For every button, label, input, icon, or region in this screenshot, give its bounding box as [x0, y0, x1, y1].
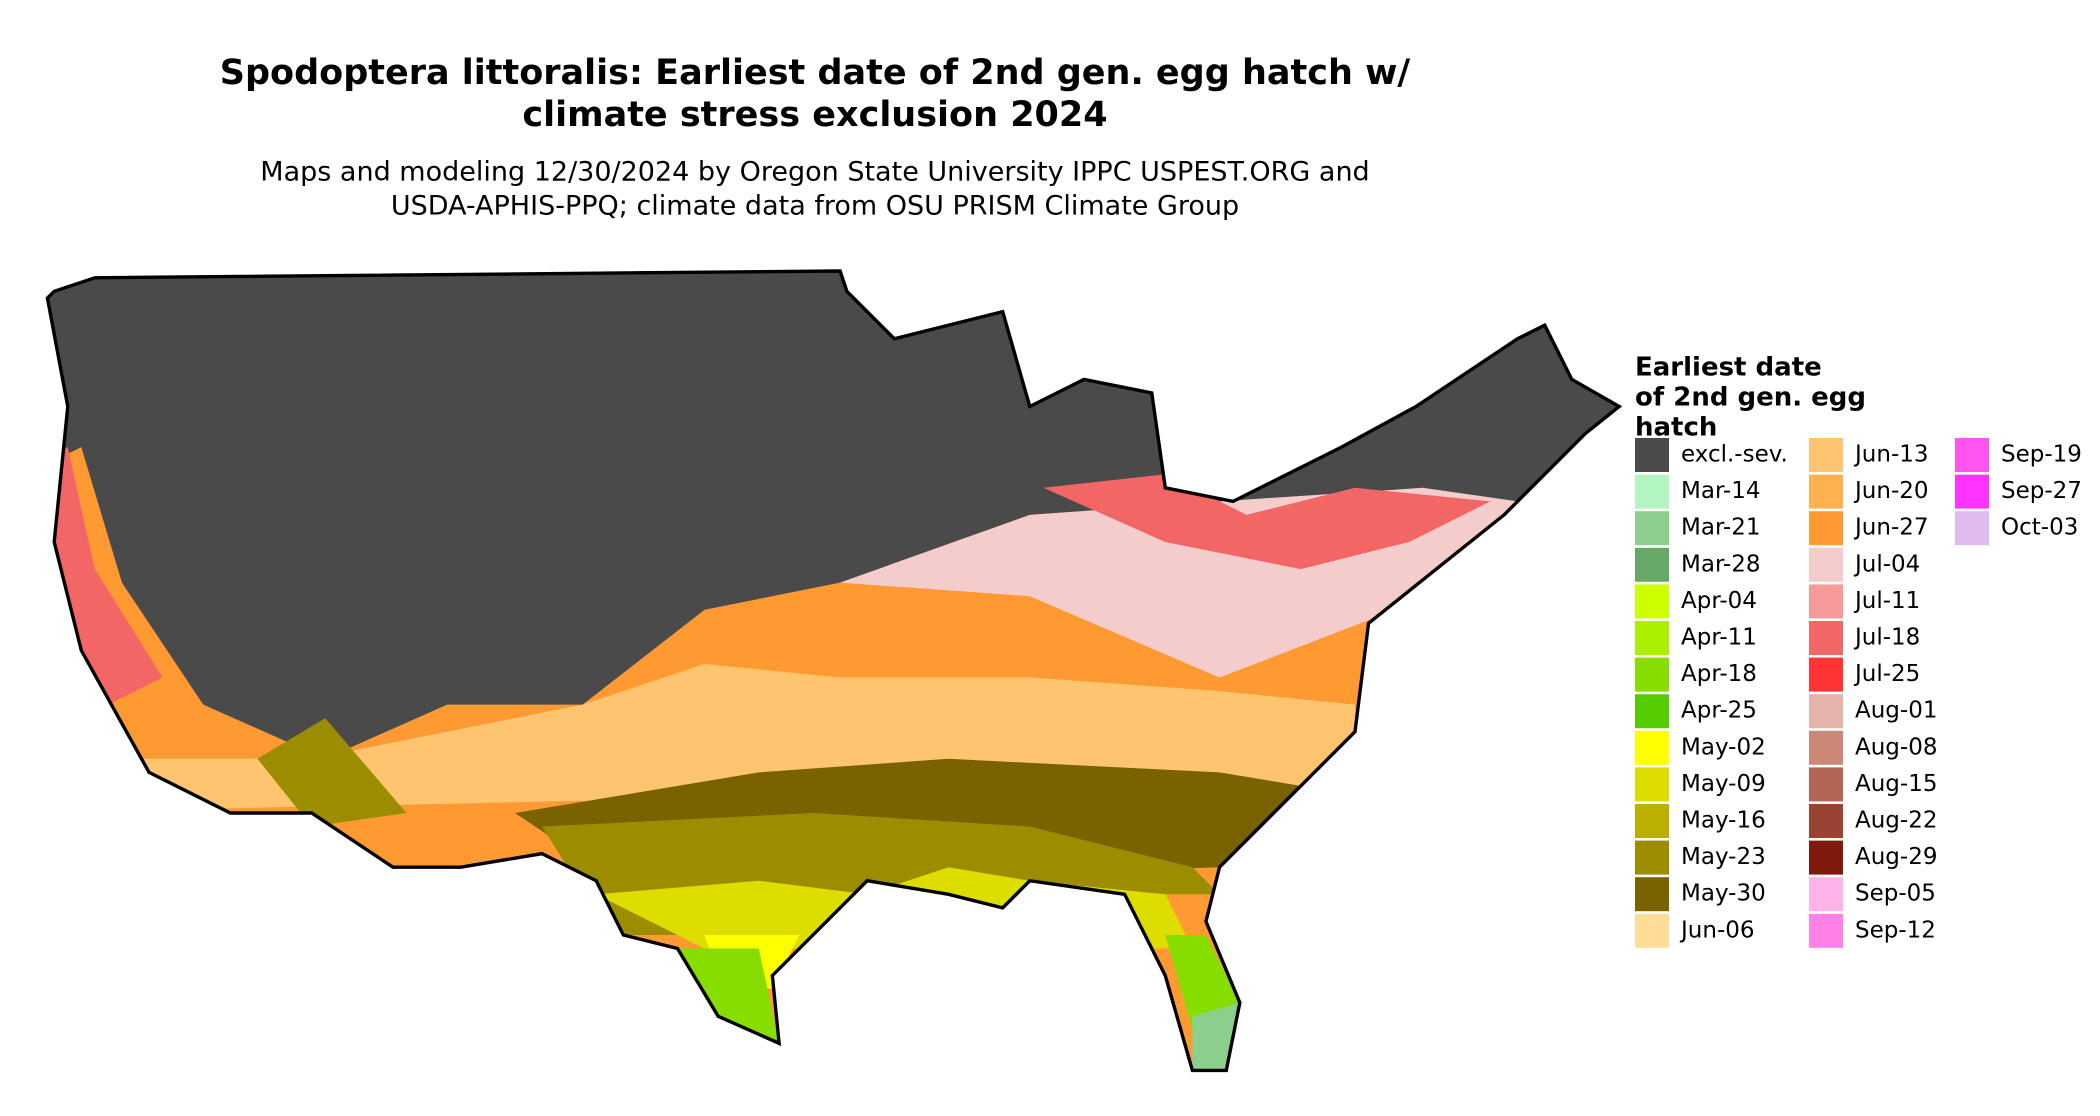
legend-label: Jun-13: [1853, 442, 1929, 468]
legend-swatch: [1809, 584, 1843, 619]
legend-label: May-23: [1681, 844, 1766, 870]
legend-swatch: [1635, 913, 1669, 948]
legend-swatch: [1809, 840, 1843, 875]
legend-label: Jun-20: [1853, 478, 1929, 504]
legend-swatch: [1809, 804, 1843, 838]
map-region: [47, 447, 163, 705]
legend-label: Jul-04: [1853, 551, 1920, 577]
legend-label: Jun-06: [1679, 917, 1755, 943]
legend-label: May-30: [1681, 881, 1766, 907]
legend-swatch: [1635, 804, 1669, 838]
legend-label: Oct-03: [2001, 515, 2078, 541]
legend-swatch: [1635, 840, 1669, 875]
legend-swatch: [1955, 474, 1989, 509]
legend-label: Jul-18: [1853, 625, 1920, 651]
legend-swatch: [1635, 694, 1669, 729]
map-region: [677, 948, 780, 1044]
legend-swatch: [1635, 621, 1669, 655]
legend-swatch: [1635, 438, 1669, 472]
legend-swatch: [1809, 657, 1843, 692]
legend-swatch: [1809, 511, 1843, 546]
legend-swatch: [1635, 474, 1669, 509]
legend-label: May-09: [1681, 771, 1766, 797]
legend-label: Apr-18: [1681, 661, 1757, 687]
subtitle: Maps and modeling 12/30/2024 by Oregon S…: [260, 157, 1369, 188]
legend-title: of 2nd gen. egg: [1635, 383, 1866, 413]
legend-swatch: [1635, 584, 1669, 619]
legend-label: Jul-25: [1853, 661, 1920, 687]
legend-swatch: [1635, 877, 1669, 912]
legend-label: Apr-04: [1681, 588, 1757, 614]
map-region: [257, 718, 407, 827]
legend-label: Aug-01: [1855, 698, 1937, 724]
legend-label: Sep-05: [1855, 881, 1936, 907]
legend-label: Aug-08: [1855, 734, 1937, 760]
legend-swatch: [1635, 657, 1669, 692]
legend-label: Sep-27: [2001, 478, 2082, 504]
legend-label: Mar-28: [1681, 551, 1761, 577]
legend-swatch: [1635, 730, 1669, 765]
legend-label: Sep-12: [1855, 917, 1936, 943]
legend-label: May-02: [1681, 734, 1766, 760]
legend-label: Mar-21: [1681, 515, 1761, 541]
legend-swatch: [1809, 474, 1843, 509]
legend-swatch: [1635, 767, 1669, 802]
legend-swatch: [1809, 730, 1843, 765]
legend-swatch: [1635, 547, 1669, 582]
legend-swatch: [1809, 621, 1843, 655]
legend-label: Mar-14: [1681, 478, 1761, 504]
legend-swatch: [1809, 913, 1843, 948]
legend-swatch: [1809, 438, 1843, 472]
legend-swatch: [1955, 511, 1989, 546]
legend-title: Earliest date: [1635, 353, 1822, 383]
title: climate stress exclusion 2024: [522, 95, 1107, 135]
legend-swatch: [1635, 511, 1669, 546]
legend-label: Aug-29: [1855, 844, 1937, 870]
legend-title: hatch: [1635, 413, 1717, 443]
legend-swatch: [1809, 767, 1843, 802]
legend-swatch: [1809, 694, 1843, 729]
map-region: [1165, 934, 1240, 1030]
legend-label: Sep-19: [2001, 442, 2082, 468]
title: Spodoptera littoralis: Earliest date of …: [220, 53, 1411, 93]
legend-label: Aug-22: [1855, 808, 1937, 834]
legend-label: excl.-sev.: [1681, 442, 1788, 468]
legend-label: Apr-11: [1681, 625, 1757, 651]
legend-swatch: [1809, 877, 1843, 912]
legend-label: May-16: [1681, 808, 1766, 834]
legend-label: Jun-27: [1853, 515, 1929, 541]
legend-label: Jul-11: [1853, 588, 1920, 614]
subtitle: USDA-APHIS-PPQ; climate data from OSU PR…: [391, 191, 1239, 222]
legend-swatch: [1955, 438, 1989, 472]
legend-label: Aug-15: [1855, 771, 1937, 797]
legend-swatch: [1809, 547, 1843, 582]
map: [45, 269, 1621, 1073]
map-region: [1043, 474, 1491, 570]
legend-label: Apr-25: [1681, 698, 1757, 724]
